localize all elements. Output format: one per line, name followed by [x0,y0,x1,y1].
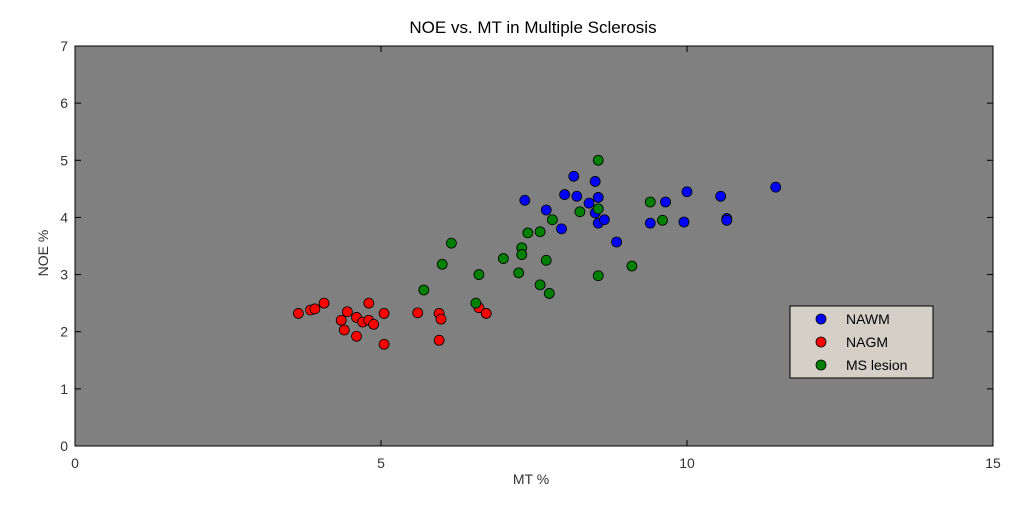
x-tick-label: 5 [377,455,385,471]
x-tick-label: 0 [71,455,79,471]
point-nawm [571,190,583,202]
point-ms-lesion [644,196,656,208]
point-nagm [292,308,304,319]
y-tick-label: 3 [60,267,68,283]
point-ms-lesion [657,214,668,226]
legend-marker-nawm [815,313,827,325]
y-tick-label: 0 [60,438,68,454]
point-ms-lesion [546,214,558,226]
point-ms-lesion [626,260,638,272]
point-nagm [318,297,330,309]
y-tick-label: 4 [60,209,68,225]
point-nawm [715,190,727,202]
y-tick-label: 6 [60,95,68,111]
x-tick-label: 10 [679,455,695,471]
point-nagm [378,308,390,319]
y-tick-labels: 0 1 2 3 4 5 6 7 [60,38,68,454]
point-nawm [540,204,552,216]
legend-marker-nagm [815,336,827,348]
point-ms-lesion [574,206,586,218]
point-nagm [378,338,390,350]
point-nawm [583,197,595,209]
point-nawm [611,236,623,248]
point-ms-lesion [445,237,457,249]
point-ms-lesion [418,284,430,296]
legend: NAWM NAGM MS lesion [789,305,934,379]
y-tick-label: 7 [60,38,68,54]
point-nagm [368,318,380,330]
point-ms-lesion [470,297,482,309]
point-ms-lesion [473,269,485,280]
legend-label-nagm: NAGM [846,334,888,350]
point-nagm [341,306,353,318]
point-nawm [660,196,671,208]
point-nawm [559,189,570,200]
point-nawm [598,214,610,226]
legend-label-ms-lesion: MS lesion [846,357,907,373]
point-ms-lesion [497,253,509,264]
y-tick-label: 5 [60,152,68,168]
point-nagm [335,314,347,326]
y-axis-label: NOE % [35,230,51,277]
x-axis-label: MT % [513,471,549,487]
point-nawm [770,181,782,193]
point-nawm [589,176,601,187]
x-tick-labels: 0 5 10 15 [71,455,1001,471]
point-nawm [519,194,531,206]
point-ms-lesion [513,267,525,279]
x-tick-label: 15 [985,455,1001,471]
point-nawm [556,223,567,235]
point-ms-lesion [592,154,604,166]
point-ms-lesion [534,226,546,238]
point-nagm [338,324,350,336]
point-nawm [721,214,733,226]
point-nawm [678,216,690,228]
point-ms-lesion [516,249,528,260]
point-ms-lesion [436,258,448,270]
point-nagm [351,330,362,342]
point-nawm [644,217,656,229]
axis-ticks [74,45,994,447]
y-tick-label: 1 [60,381,68,397]
plot-area [74,45,994,447]
point-nagm [363,297,375,309]
legend-label-nawm: NAWM [846,311,890,327]
point-ms-lesion [592,203,604,215]
point-ms-lesion [540,254,552,266]
point-nawm [681,186,693,198]
legend-box [789,305,934,379]
point-nagm [412,307,424,319]
chart-title: NOE vs. MT in Multiple Sclerosis [409,18,656,37]
point-nagm [433,334,445,346]
point-nagm [480,308,492,319]
point-ms-lesion [543,288,555,299]
point-ms-lesion [534,279,546,291]
point-nagm [309,303,321,315]
point-nawm [592,192,604,203]
y-tick-label: 2 [60,324,68,340]
point-nagm [435,313,447,325]
point-ms-lesion [522,227,534,239]
point-nawm [568,170,580,182]
data-points [292,154,782,350]
legend-marker-ms-lesion [815,359,827,371]
point-ms-lesion [592,270,604,282]
